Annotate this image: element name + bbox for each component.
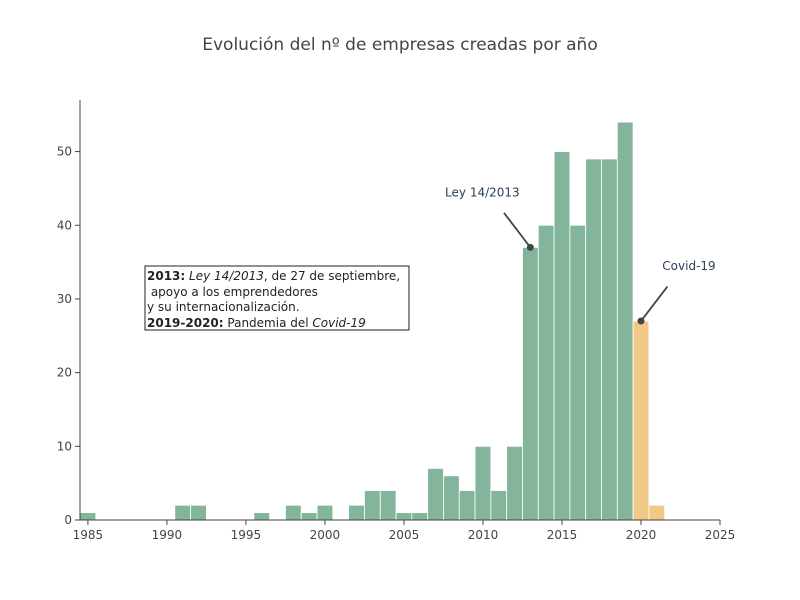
annotation-point bbox=[526, 243, 534, 251]
bar-2021 bbox=[648, 504, 666, 521]
bar-2002 bbox=[348, 504, 365, 521]
y-tick-label: 40 bbox=[57, 218, 72, 232]
bar-2005 bbox=[395, 512, 413, 521]
bar-2006 bbox=[411, 512, 429, 521]
bar-2016 bbox=[569, 224, 587, 521]
bar-2019 bbox=[616, 121, 634, 521]
note-box: 2013: Ley 14/2013, de 27 de septiembre, … bbox=[144, 265, 410, 331]
svg-text:2013: Ley 14/2013, de 27 de se: 2013: Ley 14/2013, de 27 de septiembre, bbox=[147, 269, 400, 283]
y-tick-label: 20 bbox=[57, 366, 72, 380]
svg-text:2019-2020: Pandemia del Covid-: 2019-2020: Pandemia del Covid-19 bbox=[147, 316, 366, 330]
bar-2018 bbox=[601, 158, 618, 521]
bar-2011 bbox=[490, 490, 508, 521]
annotation-arrow bbox=[640, 286, 669, 322]
y-tick-label: 0 bbox=[64, 513, 72, 527]
annotation-label: Covid-19 bbox=[662, 259, 715, 273]
bar-1996 bbox=[253, 512, 271, 521]
chart-title: Evolución del nº de empresas creadas por… bbox=[202, 35, 597, 55]
note-law-name: Ley 14/2013 bbox=[189, 269, 264, 283]
bar-2015 bbox=[553, 151, 571, 521]
bar-2004 bbox=[379, 490, 397, 521]
bar-2013 bbox=[522, 246, 539, 521]
note-pandemic-text: Pandemia del bbox=[224, 316, 313, 330]
x-tick-label: 2010 bbox=[468, 528, 499, 542]
note-covid-word: Covid-19 bbox=[312, 316, 365, 330]
bar-2017 bbox=[585, 158, 602, 521]
bar-1985 bbox=[79, 512, 97, 521]
x-tick-label: 1990 bbox=[152, 528, 183, 542]
bar-2014 bbox=[537, 224, 555, 521]
note-2013-label: 2013: bbox=[147, 269, 185, 283]
bar-1991 bbox=[174, 504, 192, 521]
y-tick-label: 50 bbox=[57, 145, 72, 159]
annotations-group: Ley 14/2013 Covid-19 bbox=[445, 185, 716, 325]
bar-2003 bbox=[364, 490, 381, 521]
y-tick-label: 10 bbox=[57, 439, 72, 453]
bar-2008 bbox=[443, 475, 460, 521]
x-tick-label: 2025 bbox=[705, 528, 736, 542]
x-tick-label: 2005 bbox=[389, 528, 420, 542]
note-law-date: , de 27 de septiembre, bbox=[264, 269, 400, 283]
annotation-point bbox=[637, 317, 645, 325]
bar-2000 bbox=[316, 504, 334, 521]
x-tick-label: 1985 bbox=[73, 528, 104, 542]
x-tick-label: 2000 bbox=[310, 528, 341, 542]
note-line3: y su internacionalización. bbox=[147, 300, 300, 314]
y-tick-label: 30 bbox=[57, 292, 72, 306]
x-tick-label: 1995 bbox=[231, 528, 262, 542]
bars-group bbox=[79, 121, 666, 521]
annotation-label: Ley 14/2013 bbox=[445, 185, 520, 199]
x-tick-label: 2020 bbox=[626, 528, 657, 542]
bar-2010 bbox=[474, 445, 492, 521]
bar-2020 bbox=[632, 320, 650, 521]
bar-2007 bbox=[427, 468, 444, 521]
bar-2009 bbox=[458, 490, 476, 521]
note-line2: apoyo a los emprendedores bbox=[147, 285, 318, 299]
note-2019-label: 2019-2020: bbox=[147, 316, 224, 330]
axes-group: 1985 1990 1995 2000 2005 2010 2015 2020 2025 0 10 2… bbox=[57, 100, 736, 542]
bar-1998 bbox=[285, 504, 302, 521]
annotation-arrow bbox=[503, 212, 532, 248]
bar-1999 bbox=[300, 512, 318, 521]
x-tick-label: 2015 bbox=[547, 528, 578, 542]
bar-2012 bbox=[506, 445, 523, 521]
bar-1992 bbox=[190, 504, 207, 521]
